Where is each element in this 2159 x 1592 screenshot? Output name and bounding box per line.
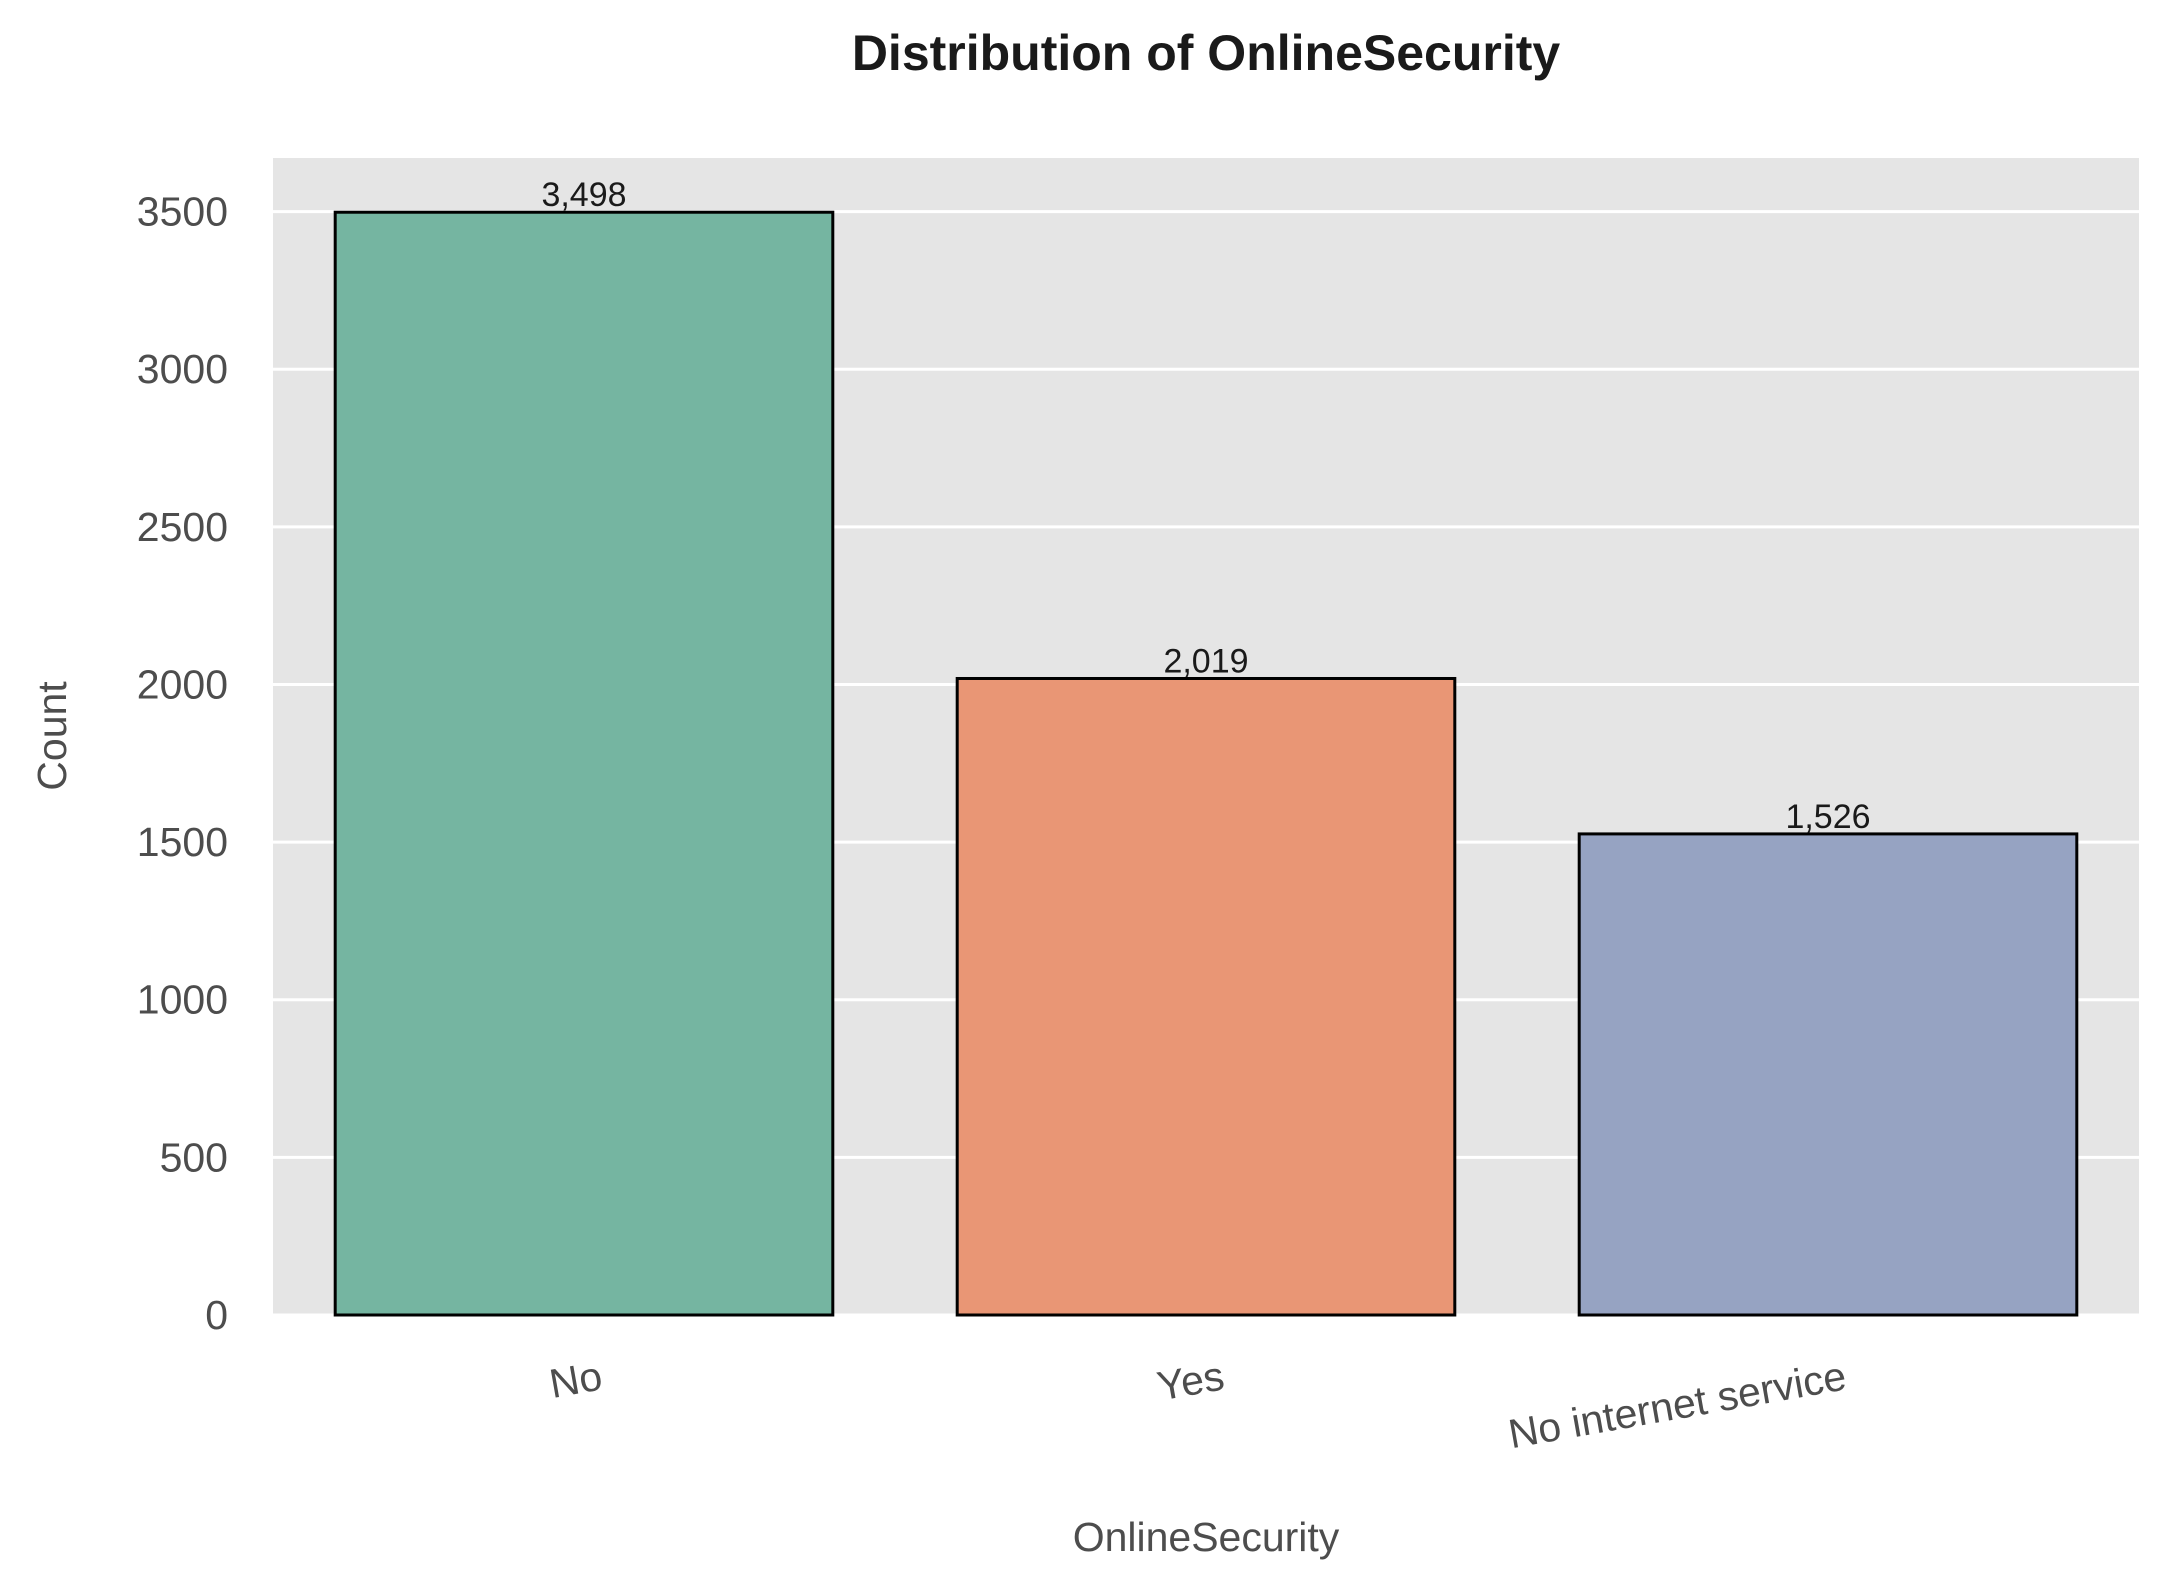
y-tick-label: 1500 (137, 819, 228, 865)
bar-no (333, 210, 835, 1317)
bar-value-label: 2,019 (1163, 642, 1248, 680)
y-tick-label: 2000 (137, 661, 228, 707)
bar-yes (955, 676, 1457, 1317)
x-tick-label: No (546, 1353, 606, 1407)
y-axis-ticks: 0 500 1000 1500 2000 2500 3000 3500 (137, 189, 228, 1338)
bar-value-label: 3,498 (541, 176, 626, 214)
bar-value-label: 1,526 (1785, 798, 1870, 836)
y-axis-label: Count (29, 681, 75, 791)
y-tick-label: 1000 (137, 977, 228, 1023)
chart-title: Distribution of OnlineSecurity (852, 25, 1561, 81)
data-labels: 3,498 2,019 1,526 (541, 176, 1870, 836)
x-axis-label: OnlineSecurity (1073, 1514, 1340, 1560)
bars (333, 210, 2079, 1317)
x-tick-label: Yes (1154, 1353, 1228, 1410)
y-tick-label: 2500 (137, 504, 228, 550)
y-tick-label: 3000 (137, 346, 228, 392)
bar-no-internet-service (1577, 832, 2079, 1317)
y-tick-label: 500 (160, 1134, 228, 1180)
y-tick-label: 3500 (137, 189, 228, 235)
y-tick-label: 0 (205, 1292, 228, 1338)
